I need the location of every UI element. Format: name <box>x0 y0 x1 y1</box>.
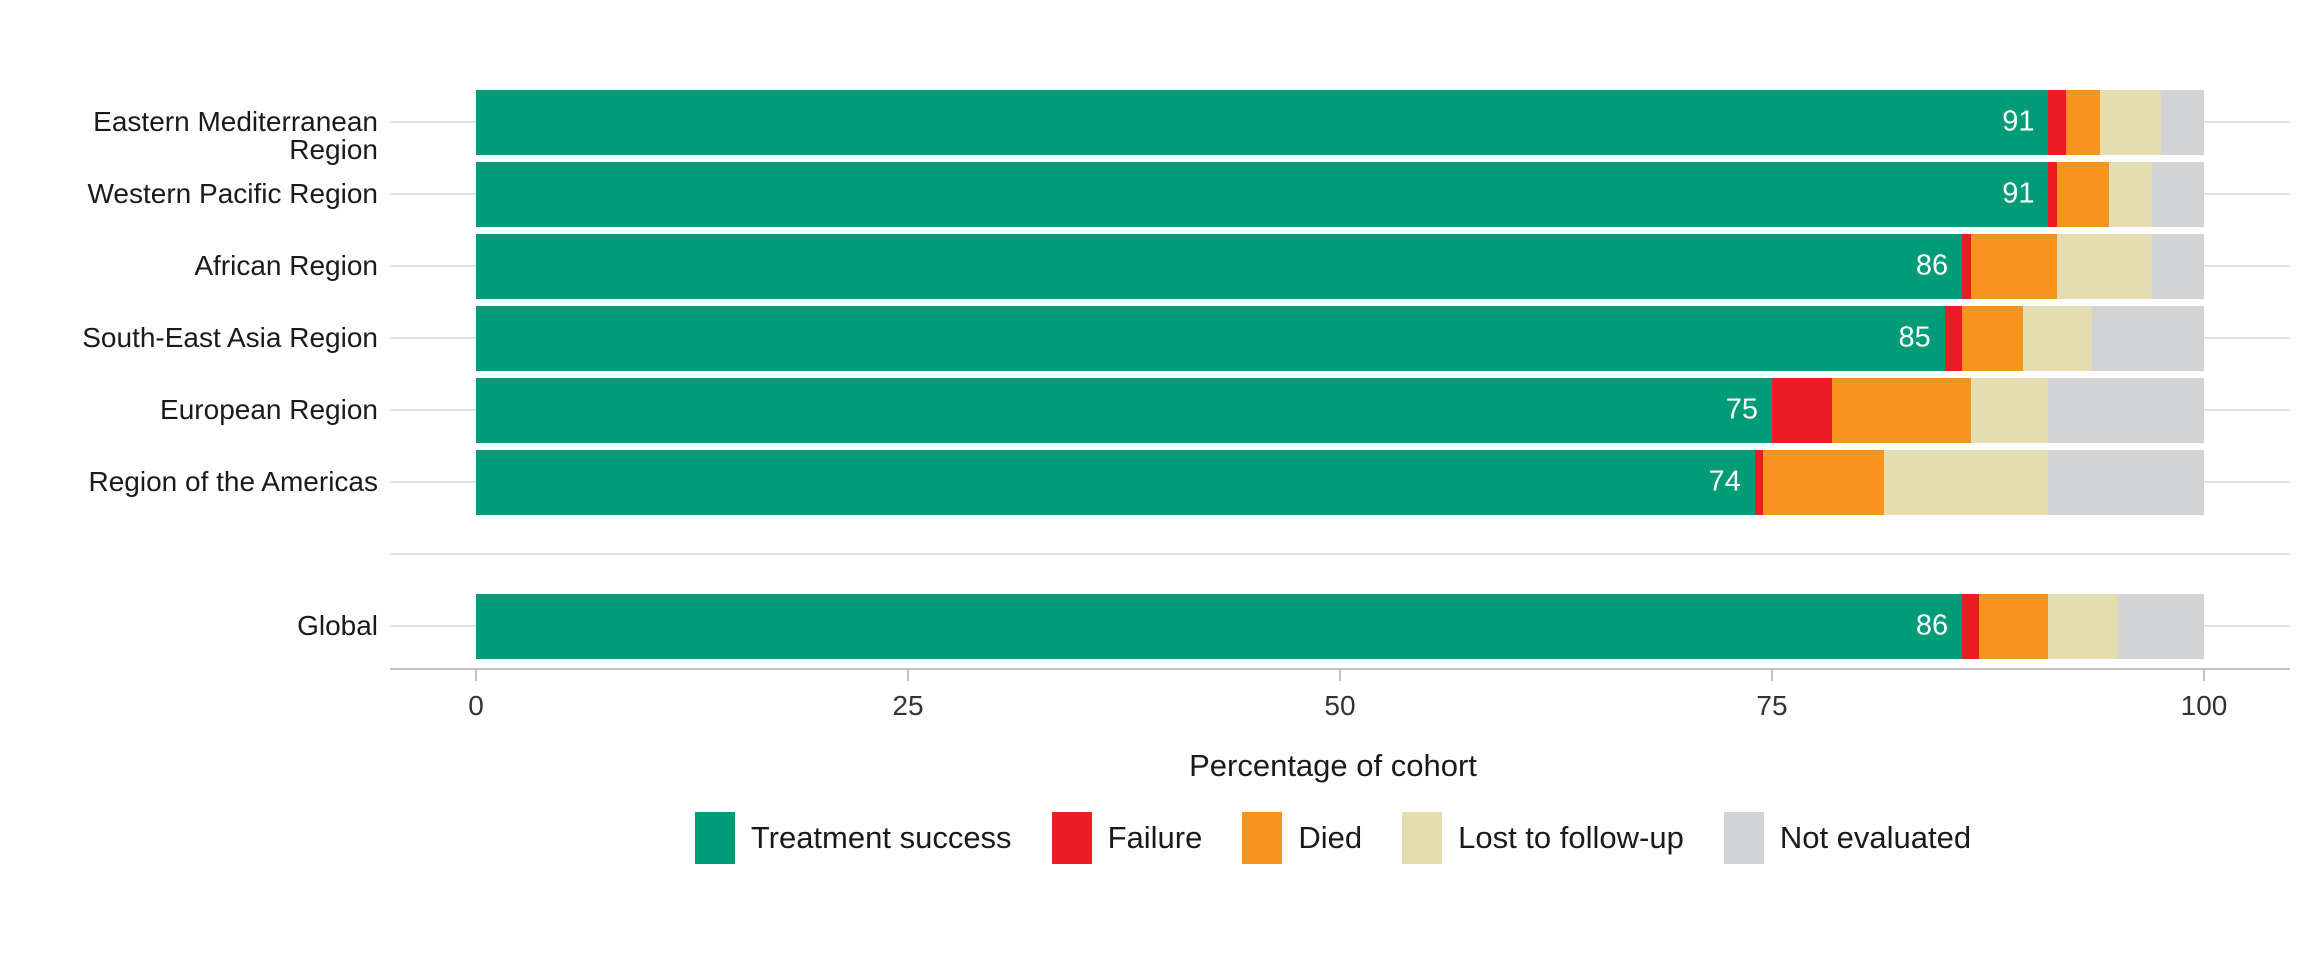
stacked-bar: 86 <box>476 233 2204 299</box>
bar-segment-lost-to-follow-up <box>2100 89 2161 155</box>
stacked-bar: 86 <box>476 593 2204 659</box>
bar-segment-failure <box>1962 593 1980 659</box>
x-tick-mark <box>907 670 909 681</box>
x-tick-label: 0 <box>468 690 484 721</box>
legend-label: Not evaluated <box>1779 820 1972 855</box>
bar-segment-failure <box>1944 305 1963 371</box>
bar-segment-failure <box>2048 161 2058 227</box>
y-axis-label: Western Pacific Region <box>87 178 379 209</box>
legend-swatch-not-evaluated <box>1723 812 1764 864</box>
bar-value-label: 91 <box>2002 177 2035 210</box>
legend-swatch-treatment-success <box>694 812 735 864</box>
legend: Treatment success Failure Died Lost to foll… <box>376 812 2290 864</box>
x-tick-label: 50 <box>1324 690 1356 721</box>
legend-label: Failure <box>1107 820 1203 855</box>
bar-segment-lost-to-follow-up <box>1970 377 2049 443</box>
bar-value-label: 86 <box>1915 249 1949 282</box>
bar-segment-treatment-success <box>476 593 1963 659</box>
bar-value-label: 91 <box>2002 105 2035 138</box>
stacked-bar: 74 <box>476 449 2204 515</box>
bar-segment-not-evaluated <box>2152 161 2204 227</box>
bar-value-label: 86 <box>1915 609 1949 642</box>
bar-segment-not-evaluated <box>2117 593 2204 659</box>
legend-item: Failure <box>1051 812 1203 864</box>
bar-segment-died <box>1970 233 2058 299</box>
y-axis-label: Region of the Americas <box>88 466 379 497</box>
x-tick-label: 25 <box>892 690 924 721</box>
legend-item: Died <box>1242 812 1362 864</box>
bar-segment-not-evaluated <box>2091 305 2204 371</box>
bar-segment-died <box>2057 161 2109 227</box>
bar-segment-failure <box>2048 89 2066 155</box>
bar-segment-not-evaluated <box>2152 233 2204 299</box>
stacked-bar: 91 <box>476 89 2204 155</box>
bar-value-label: 74 <box>1708 465 1741 498</box>
bar-segment-died <box>1962 305 2023 371</box>
bar-segment-not-evaluated <box>2048 377 2204 443</box>
legend-swatch-died <box>1242 812 1283 864</box>
bar-segment-not-evaluated <box>2048 449 2204 515</box>
legend-item: Lost to follow-up <box>1402 812 1684 864</box>
x-axis-line <box>390 668 2290 670</box>
x-tick-mark <box>1771 670 1773 681</box>
y-axis-label: African Region <box>194 250 378 281</box>
bar-segment-lost-to-follow-up <box>2022 305 2092 371</box>
stacked-bar: 75 <box>476 377 2204 443</box>
bar-segment-treatment-success <box>476 305 1945 371</box>
x-axis-title: Percentage of cohort <box>1189 748 1477 783</box>
bar-value-label: 75 <box>1725 393 1758 426</box>
legend-swatch-failure <box>1051 812 1092 864</box>
bar-segment-treatment-success <box>476 161 2049 227</box>
legend-label: Lost to follow-up <box>1458 820 1684 855</box>
bar-segment-lost-to-follow-up <box>2048 593 2118 659</box>
bar-segment-died <box>2065 89 2101 155</box>
bar-segment-died <box>1763 449 1885 515</box>
y-axis-label: Eastern Mediterranean Region <box>93 106 378 165</box>
category-gridline <box>390 553 2290 555</box>
stacked-bar: 91 <box>476 161 2204 227</box>
bar-segment-died <box>1832 377 1971 443</box>
legend-item: Treatment success <box>694 812 1012 864</box>
y-axis-label: Global <box>297 610 378 641</box>
x-tick-mark <box>1339 670 1341 681</box>
x-tick-label: 75 <box>1756 690 1788 721</box>
x-tick-label: 100 <box>2180 690 2228 721</box>
bar-segment-failure <box>1962 233 1971 299</box>
legend-label: Died <box>1298 820 1363 855</box>
bar-segment-treatment-success <box>476 89 2049 155</box>
x-tick-mark <box>475 670 477 681</box>
bar-segment-treatment-success <box>476 233 1963 299</box>
bar-segment-not-evaluated <box>2160 89 2204 155</box>
y-axis-label: South-East Asia Region <box>82 322 378 353</box>
bar-value-label: 85 <box>1898 321 1931 354</box>
bar-segment-failure <box>1754 449 1764 515</box>
x-tick-mark <box>2203 670 2205 681</box>
stacked-bar: 85 <box>476 305 2204 371</box>
bar-segment-failure <box>1772 377 1833 443</box>
y-axis-label: European Region <box>160 394 378 425</box>
legend-label: Treatment success <box>750 820 1012 855</box>
bar-segment-treatment-success <box>476 449 1755 515</box>
legend-swatch-lost-to-follow-up <box>1402 812 1443 864</box>
bar-segment-lost-to-follow-up <box>1884 449 2049 515</box>
bar-segment-treatment-success <box>476 377 1772 443</box>
legend-item: Not evaluated <box>1723 812 1972 864</box>
bar-segment-lost-to-follow-up <box>2057 233 2153 299</box>
bar-segment-died <box>1979 593 2049 659</box>
bar-segment-lost-to-follow-up <box>2108 161 2153 227</box>
